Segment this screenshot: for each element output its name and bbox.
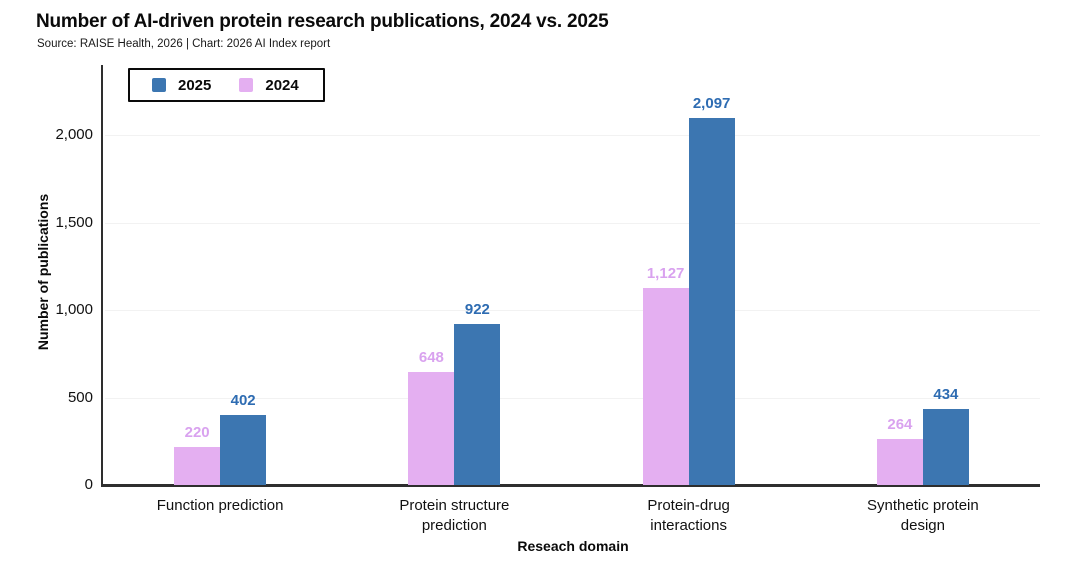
legend-label: 2025 (178, 76, 212, 94)
gridline-500 (105, 397, 1040, 399)
bar-value-label-2024: 1,127 (646, 264, 685, 282)
legend-swatch-icon (239, 78, 254, 92)
x-tick-label: Protein structure prediction (399, 497, 510, 534)
legend: 2025 2024 (128, 68, 325, 102)
y-axis-line (101, 65, 103, 487)
y-tick-label: 2,000 (55, 126, 93, 143)
bar-value-label-2024: 264 (887, 415, 913, 433)
y-tick-label: 1,500 (55, 213, 93, 231)
bar-2025 (220, 414, 267, 485)
bar-2024 (642, 287, 689, 485)
bar-2024 (876, 438, 923, 485)
bar-value-label-2025: 2,097 (692, 95, 731, 113)
bar-2024 (174, 446, 221, 485)
x-tick-label: Protein-drug interactions (647, 497, 730, 534)
bar-2025 (688, 118, 735, 485)
y-tick-label: 0 (84, 476, 93, 493)
bar-2024 (408, 371, 455, 485)
bar-value-label-2024: 220 (184, 423, 210, 441)
chart-title: Number of AI-driven protein research pub… (36, 11, 609, 32)
bar-value-label-2025: 402 (230, 391, 256, 409)
gridline-1500 (105, 222, 1040, 224)
bar-value-label-2025: 922 (464, 300, 490, 318)
y-tick-label: 500 (67, 388, 93, 406)
gridline-1000 (105, 310, 1040, 311)
legend-item-2024: 2024 (239, 76, 299, 94)
legend-label: 2024 (265, 76, 299, 94)
bar-2025 (922, 409, 969, 485)
x-axis-title: Reseach domain (517, 538, 629, 554)
bar-2025 (454, 323, 501, 485)
x-axis-line (101, 484, 1040, 487)
y-axis-title: Number of publications (35, 193, 51, 351)
gridline-2000 (105, 135, 1040, 136)
y-tick-label: 1,000 (55, 301, 93, 318)
x-tick-label: Function prediction (156, 497, 284, 514)
legend-item-2025: 2025 (152, 77, 211, 94)
chart-subtitle: Source: RAISE Health, 2026 | Chart: 2026… (37, 38, 331, 50)
bar-value-label-2024: 648 (418, 348, 444, 366)
bar-value-label-2025: 434 (933, 386, 959, 404)
x-tick-label: Synthetic protein design (867, 497, 979, 534)
legend-swatch-icon (152, 78, 166, 92)
